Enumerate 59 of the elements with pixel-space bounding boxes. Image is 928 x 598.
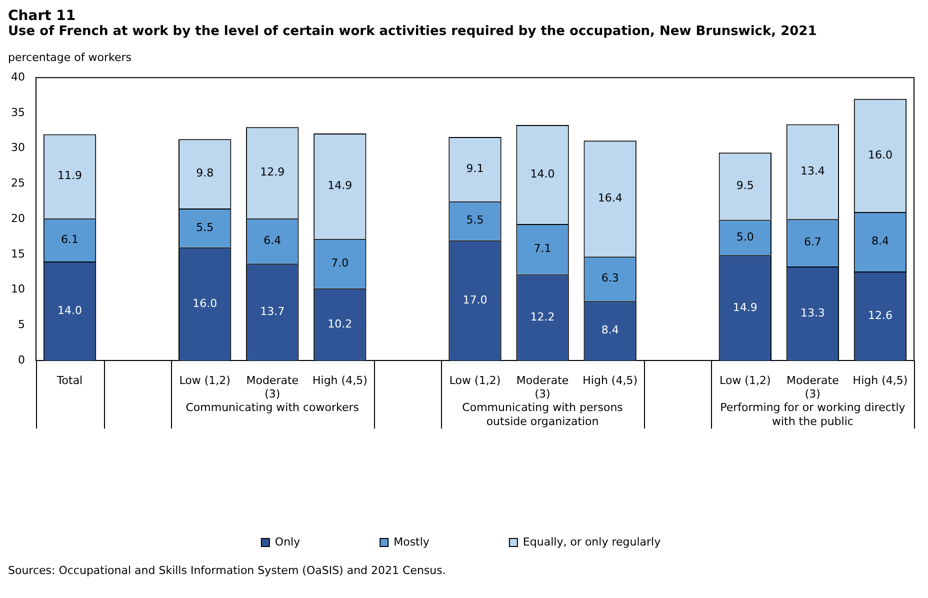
- y-tick-label: 35: [10, 106, 25, 119]
- data-label: 6.3: [601, 272, 619, 285]
- data-label: 16.4: [598, 191, 622, 204]
- data-label: 9.1: [466, 162, 484, 176]
- x-tick-label: Moderate (3): [786, 374, 840, 400]
- data-label: 9.8: [196, 166, 214, 180]
- y-tick-label: 30: [10, 141, 25, 154]
- data-label: 6.4: [264, 234, 282, 247]
- data-label: 5.0: [736, 230, 754, 244]
- source-note: Sources: Occupational and Skills Information System (OaSIS) and 2021 Census.: [8, 564, 447, 577]
- data-label: 12.6: [868, 308, 892, 322]
- data-label: 7.1: [534, 242, 552, 256]
- text: Communicating with coworkers: [186, 400, 360, 414]
- y-tick-label: 40: [10, 70, 25, 84]
- data-label: 14.9: [328, 179, 352, 192]
- data-label: 5.5: [196, 220, 214, 234]
- y-axis-title: percentage of workers: [8, 51, 132, 64]
- data-label: 14.0: [530, 167, 555, 180]
- chart-title: Chart 11: [8, 8, 77, 24]
- data-label: 7.0: [331, 256, 349, 270]
- data-label: 8.4: [601, 324, 619, 337]
- legend-label: Only: [274, 535, 301, 548]
- text: Performing for or working directly with the public: [720, 400, 906, 428]
- data-label: 9.5: [736, 179, 754, 192]
- x-tick-label: High (4,5): [582, 374, 638, 388]
- data-label: 13.4: [800, 164, 825, 178]
- legend-label: Mostly: [394, 535, 430, 548]
- x-tick-label: Moderate (3): [516, 374, 569, 400]
- x-tick-label: Low (1,2): [449, 374, 501, 388]
- legend-label: Equally, or only regularly: [522, 535, 662, 548]
- x-tick-label: Total: [56, 374, 83, 388]
- x-tick-label: High (4,5): [312, 374, 368, 388]
- data-label: 14.9: [732, 300, 758, 314]
- y-tick-label: 20: [10, 212, 25, 225]
- data-label: 6.7: [804, 236, 822, 249]
- y-tick-label: 25: [10, 176, 25, 190]
- data-label: 12.9: [260, 166, 285, 179]
- x-tick-label: High (4,5): [852, 374, 908, 388]
- y-tick-label: 15: [10, 247, 25, 260]
- y-tick-label: 5: [18, 318, 25, 332]
- data-label: 16.0: [868, 148, 892, 162]
- data-label: 13.7: [260, 304, 285, 318]
- y-tick-label: 0: [18, 353, 25, 366]
- data-label: 17.0: [462, 293, 488, 306]
- data-label: 13.3: [800, 306, 825, 320]
- y-tick-label: 10: [10, 282, 25, 296]
- data-label: 5.5: [466, 214, 484, 227]
- data-label: 11.9: [58, 169, 82, 182]
- chart-subtitle: Use of French at work by the level of certain work activities required by the occupation, New Brunswick, 2021: [8, 24, 818, 39]
- x-tick-label: Low (1,2): [179, 374, 230, 388]
- data-label: 12.2: [530, 310, 555, 324]
- data-label: 8.4: [871, 234, 889, 248]
- data-label: 14.0: [58, 304, 82, 317]
- text: Communicating with persons outside organization: [462, 400, 624, 428]
- x-tick-label: Moderate (3): [246, 374, 299, 400]
- data-label: 6.1: [61, 232, 79, 246]
- x-tick-label: Low (1,2): [720, 374, 771, 388]
- data-label: 10.2: [328, 317, 352, 330]
- data-label: 16.0: [192, 296, 218, 310]
